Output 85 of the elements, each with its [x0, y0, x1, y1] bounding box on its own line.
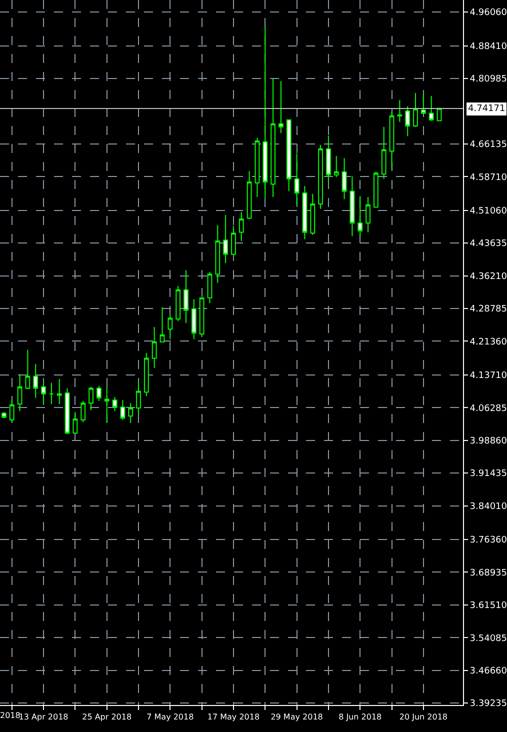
candlestick [310, 193, 316, 236]
y-tick-label: 3.98860 [470, 436, 507, 447]
x-tick-label: 20 Jun 2018 [399, 712, 448, 722]
x-tick-label: 8 Jun 2018 [338, 712, 382, 722]
x-tick-label: 17 May 2018 [207, 712, 260, 722]
candlestick [278, 80, 284, 134]
y-tick-label: 4.28785 [470, 304, 507, 315]
y-tick-label: 3.91435 [470, 469, 507, 480]
y-tick-label: 4.43635 [470, 239, 507, 250]
candlestick [112, 396, 118, 412]
text: 2018 [0, 711, 20, 720]
candlestick [374, 171, 378, 208]
y-tick-label: 4.80985 [470, 74, 507, 85]
candlestick [152, 326, 157, 368]
candlestick [389, 111, 394, 170]
candlestick [428, 96, 434, 122]
candlestick [199, 297, 204, 338]
candlestick [397, 100, 402, 123]
candlestick [176, 285, 181, 322]
candlestick [302, 185, 308, 240]
candlestick [88, 386, 94, 411]
candlestick [420, 93, 426, 114]
candlestick [215, 224, 220, 284]
candlestick [49, 382, 54, 405]
y-tick-label: 3.61510 [470, 601, 507, 612]
candlestick [223, 214, 228, 264]
candlestick [294, 152, 300, 206]
y-tick-label: 4.58710 [470, 172, 507, 183]
y-tick-label: 4.06285 [470, 404, 507, 414]
x-tick-label: 25 Apr 2018 [82, 712, 132, 722]
x-tick-label: 29 May 2018 [270, 712, 323, 722]
y-tick-label: 4.88410 [470, 42, 507, 52]
candlestick [56, 378, 62, 405]
candlestick [405, 106, 410, 137]
candlestick [184, 270, 188, 324]
candlestick [270, 78, 276, 198]
candlestick [96, 385, 102, 402]
candlestick [254, 137, 260, 198]
candlestick [9, 400, 14, 423]
y-tick-label: 4.51060 [470, 206, 507, 216]
candlestick [231, 226, 236, 256]
candlestick [64, 388, 70, 435]
candlestick [120, 400, 126, 420]
candlestick [381, 126, 386, 180]
candlestick [326, 135, 331, 182]
candlestick [136, 380, 141, 415]
candlestick [80, 400, 86, 423]
candlestick [2, 411, 6, 419]
candlestick [17, 374, 22, 412]
candlestick [33, 363, 38, 398]
y-tick-label: 3.39235 [470, 699, 507, 710]
y-tick-label: 4.13710 [470, 371, 507, 382]
candlestick [262, 26, 268, 198]
ref-line-label: 4.74171 [468, 104, 506, 114]
candlestick [350, 176, 355, 237]
candlestick [41, 382, 46, 405]
y-tick-label: 3.54085 [470, 634, 507, 644]
candlestick [207, 271, 212, 304]
y-tick-label: 4.21360 [470, 337, 507, 348]
candlestick [168, 314, 173, 340]
candlestick [246, 170, 252, 220]
candlestick [25, 349, 30, 390]
candlestick [342, 158, 347, 200]
candlestick [191, 298, 196, 340]
y-tick-label: 4.36210 [470, 272, 507, 282]
y-tick-label: 4.96060 [470, 8, 507, 18]
x-tick-label: 7 May 2018 [146, 712, 194, 722]
candlestick [334, 155, 339, 178]
y-tick-label: 3.84010 [470, 502, 507, 512]
candlestick [104, 386, 110, 424]
y-tick-label: 3.76360 [470, 536, 507, 546]
candlestick [128, 402, 134, 424]
candlestick [318, 144, 323, 210]
candlestick [238, 211, 244, 242]
candlestick [144, 352, 149, 397]
candlestick [366, 196, 370, 233]
candlestick [72, 411, 78, 435]
y-tick-label: 3.46660 [470, 666, 507, 677]
candlestick [160, 306, 165, 342]
candlestick [358, 196, 363, 237]
x-tick-label: 13 Apr 2018 [18, 712, 68, 722]
candlestick [413, 92, 418, 128]
candlestick [286, 119, 292, 192]
y-tick-label: 4.66135 [470, 140, 507, 150]
y-tick-label: 3.68935 [470, 568, 507, 578]
